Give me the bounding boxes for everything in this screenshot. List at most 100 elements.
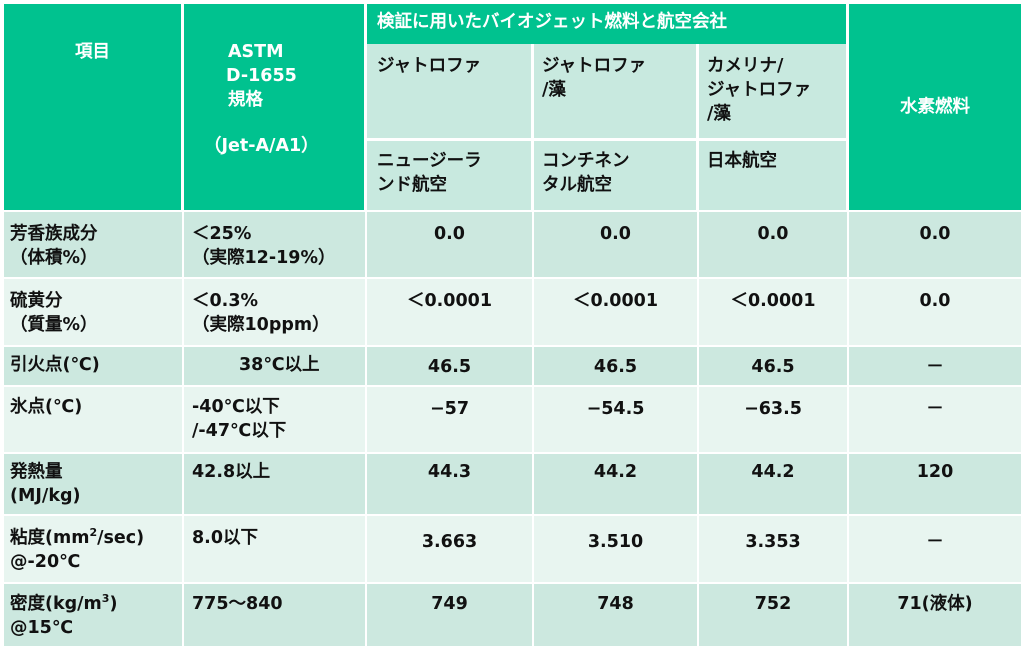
table-row: 発熱量 (MJ/kg) 42.8以上 44.3 44.2 44.2 120 bbox=[4, 452, 1021, 514]
row-value-2: 46.5 bbox=[534, 345, 699, 385]
row-value-hydrogen: － bbox=[849, 345, 1021, 385]
row-label-line2: （体積%） bbox=[10, 248, 98, 268]
row-value-3: 46.5 bbox=[699, 345, 849, 385]
row-label: 芳香族成分 （体積%） bbox=[4, 210, 184, 277]
airline-1-line2: ンド航空 bbox=[377, 175, 447, 195]
hydrogen-label: 水素燃料 bbox=[900, 97, 970, 117]
row-standard: 38℃以上 bbox=[184, 345, 367, 385]
row-standard-line1: 38℃以上 bbox=[239, 355, 320, 375]
airline-3: 日本航空 bbox=[699, 141, 849, 210]
row-standard-line1: 775～840 bbox=[192, 594, 283, 614]
label-pre: 粘度(mm bbox=[10, 528, 90, 548]
row-label: 氷点(℃) bbox=[4, 385, 184, 452]
fuel-3-line3: /藻 bbox=[707, 104, 731, 124]
row-standard-line1: ＜25% bbox=[192, 224, 252, 244]
fuel-3-line2: ジャトロファ bbox=[707, 80, 812, 100]
row-value-3: −63.5 bbox=[699, 385, 849, 452]
row-value-3: 44.2 bbox=[699, 452, 849, 514]
label-sup: 2 bbox=[89, 526, 98, 540]
row-label: 発熱量 (MJ/kg) bbox=[4, 452, 184, 514]
row-label: 引火点(℃) bbox=[4, 345, 184, 385]
row-value-2: 3.510 bbox=[534, 514, 699, 582]
header-item-label: 項目 bbox=[75, 42, 110, 62]
airline-2-line1: コンチネン bbox=[542, 151, 630, 171]
row-value-hydrogen: 120 bbox=[849, 452, 1021, 514]
fuel-1-line1: ジャトロファ bbox=[377, 56, 482, 76]
row-value-3: ＜0.0001 bbox=[699, 277, 849, 345]
row-standard: 8.0以下 bbox=[184, 514, 367, 582]
row-value-3: 752 bbox=[699, 582, 849, 646]
table-row: 氷点(℃) -40℃以下 /-47℃以下 −57 −54.5 −63.5 － bbox=[4, 385, 1021, 452]
row-value-2: −54.5 bbox=[534, 385, 699, 452]
fuel-2-line1: ジャトロファ bbox=[542, 56, 647, 76]
row-value-hydrogen: － bbox=[849, 385, 1021, 452]
airline-2-line2: タル航空 bbox=[542, 175, 612, 195]
astm-note: （Jet-A/A1） bbox=[204, 136, 319, 156]
row-value-hydrogen: 0.0 bbox=[849, 277, 1021, 345]
label-sup: 3 bbox=[101, 592, 110, 606]
row-label: 粘度(mm2/sec) @-20℃ bbox=[4, 514, 184, 582]
row-label-line1: 引火点(℃) bbox=[10, 355, 100, 375]
fuel-2-line2: /藻 bbox=[542, 80, 566, 100]
table-row: 芳香族成分 （体積%） ＜25% （実際12-19%） 0.0 0.0 0.0 0.… bbox=[4, 210, 1021, 277]
row-label-line2: (MJ/kg) bbox=[10, 486, 81, 506]
row-standard: 775～840 bbox=[184, 582, 367, 646]
fuel-1: ジャトロファ bbox=[367, 44, 534, 141]
row-standard: -40℃以下 /-47℃以下 bbox=[184, 385, 367, 452]
airline-1-line1: ニュージーラ bbox=[377, 151, 482, 171]
label-pre: 密度(kg/m bbox=[10, 594, 102, 614]
fuel-3-line1: カメリナ/ bbox=[707, 56, 784, 76]
row-standard-line2: （実際12-19%） bbox=[192, 248, 336, 268]
astm-line3: 規格 bbox=[228, 90, 263, 110]
table-row: 引火点(℃) 38℃以上 46.5 46.5 46.5 － bbox=[4, 345, 1021, 385]
row-standard: ＜25% （実際12-19%） bbox=[184, 210, 367, 277]
row-value-3: 3.353 bbox=[699, 514, 849, 582]
row-standard-line1: 8.0以下 bbox=[192, 528, 259, 548]
row-value-1: 3.663 bbox=[367, 514, 534, 582]
fuel-3: カメリナ/ ジャトロファ /藻 bbox=[699, 44, 849, 141]
row-standard-line1: -40℃以下 bbox=[192, 397, 280, 417]
row-value-3: 0.0 bbox=[699, 210, 849, 277]
row-value-1: 46.5 bbox=[367, 345, 534, 385]
row-value-1: ＜0.0001 bbox=[367, 277, 534, 345]
row-standard-line1: ＜0.3% bbox=[192, 291, 259, 311]
airline-2: コンチネン タル航空 bbox=[534, 141, 699, 210]
header-item: 項目 bbox=[4, 4, 184, 210]
row-standard-line2: /-47℃以下 bbox=[192, 421, 287, 441]
row-value-1: −57 bbox=[367, 385, 534, 452]
row-value-1: 44.3 bbox=[367, 452, 534, 514]
row-label: 密度(kg/m3) @15℃ bbox=[4, 582, 184, 646]
row-value-1: 0.0 bbox=[367, 210, 534, 277]
row-value-hydrogen: － bbox=[849, 514, 1021, 582]
astm-line2: D-1655 bbox=[226, 66, 297, 86]
row-label-line2: @-20℃ bbox=[10, 552, 81, 572]
header-group: 検証に用いたバイオジェット燃料と航空会社 bbox=[367, 4, 849, 44]
row-label-line1: 密度(kg/m3) bbox=[10, 592, 182, 616]
row-label-line1: 氷点(℃) bbox=[10, 397, 83, 417]
row-label-line1: 芳香族成分 bbox=[10, 224, 98, 244]
row-value-hydrogen: 0.0 bbox=[849, 210, 1021, 277]
row-value-2: 748 bbox=[534, 582, 699, 646]
row-standard: 42.8以上 bbox=[184, 452, 367, 514]
row-standard: ＜0.3% （実際10ppm） bbox=[184, 277, 367, 345]
group-title: 検証に用いたバイオジェット燃料と航空会社 bbox=[377, 12, 727, 32]
row-value-2: ＜0.0001 bbox=[534, 277, 699, 345]
row-label-line1: 粘度(mm2/sec) bbox=[10, 526, 182, 550]
airline-1: ニュージーラ ンド航空 bbox=[367, 141, 534, 210]
row-label: 硫黄分 （質量%） bbox=[4, 277, 184, 345]
row-standard-line2: （実際10ppm） bbox=[192, 315, 330, 335]
header-hydrogen: 水素燃料 bbox=[849, 4, 1021, 210]
row-value-hydrogen: 71(液体) bbox=[849, 582, 1021, 646]
fuel-comparison-table: 項目 ASTM D-1655 規格 （Jet-A/A1） 検証に用いたバイオジェ… bbox=[4, 4, 1021, 646]
table-row: 粘度(mm2/sec) @-20℃ 8.0以下 3.663 3.510 3.35… bbox=[4, 514, 1021, 582]
table-row: 密度(kg/m3) @15℃ 775～840 749 748 752 71(液体… bbox=[4, 582, 1021, 646]
row-label-line2: （質量%） bbox=[10, 315, 98, 335]
header-astm: ASTM D-1655 規格 （Jet-A/A1） bbox=[184, 4, 367, 210]
table-row: 硫黄分 （質量%） ＜0.3% （実際10ppm） ＜0.0001 ＜0.0001 … bbox=[4, 277, 1021, 345]
row-value-2: 44.2 bbox=[534, 452, 699, 514]
label-post: /sec) bbox=[97, 528, 145, 548]
airline-3-line1: 日本航空 bbox=[707, 151, 777, 171]
row-value-2: 0.0 bbox=[534, 210, 699, 277]
label-post: ) bbox=[109, 594, 118, 614]
